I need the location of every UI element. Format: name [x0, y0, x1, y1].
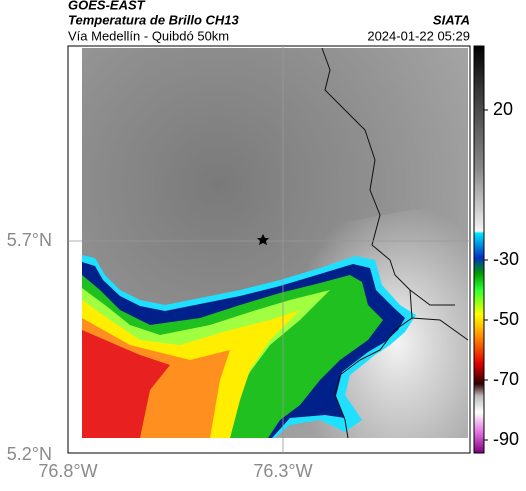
timestamp: 2024-01-22 05:29	[367, 28, 470, 43]
colorbar-tick-label: 20	[493, 99, 513, 119]
lon-label: 76.8°W	[38, 461, 97, 481]
lat-label: 5.7°N	[7, 230, 52, 250]
lat-label: 5.2°N	[7, 444, 52, 464]
colorbar-tick-label: -50	[493, 309, 519, 329]
colorbar-ticks: 20 -30 -50 -70 -90	[484, 99, 519, 449]
lon-label: 76.3°W	[253, 461, 312, 481]
colorbar-tick-label: -70	[493, 369, 519, 389]
satellite: GOES-EAST	[68, 0, 146, 12]
map-image	[67, 45, 471, 454]
colorbar	[473, 45, 485, 454]
product: Temperatura de Brillo CH13	[68, 12, 240, 27]
colorbar-tick-label: -90	[493, 429, 519, 449]
region: Vía Medellín - Quibdó 50km	[68, 28, 229, 43]
colorbar-tick-label: -30	[493, 249, 519, 269]
source: SIATA	[433, 12, 470, 27]
